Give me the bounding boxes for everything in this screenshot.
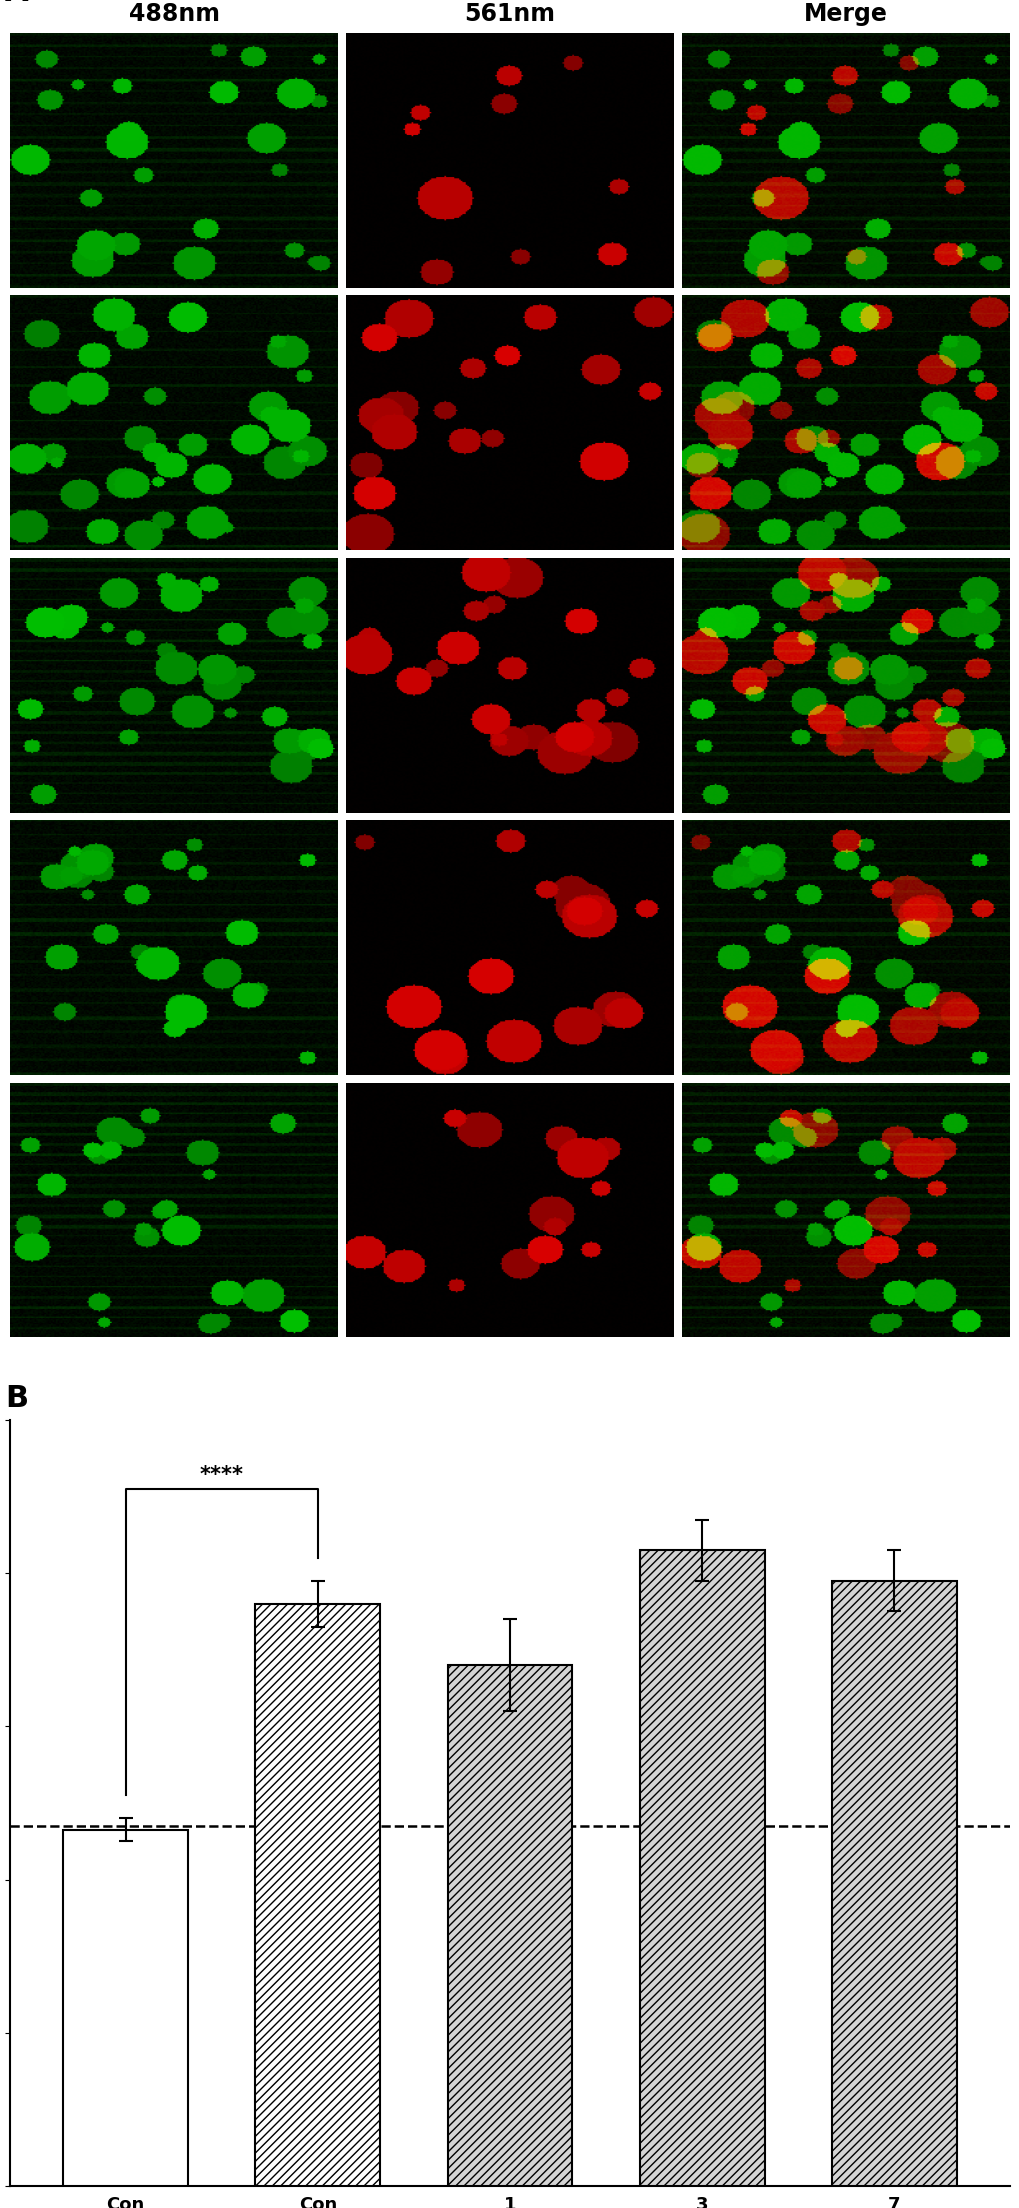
Text: 488nm: 488nm (128, 2, 219, 26)
Bar (832, 1581, 956, 2186)
Text: B: B (5, 1384, 29, 1413)
Bar (255, 1603, 380, 2186)
Bar (63, 1830, 187, 2186)
Text: A: A (5, 0, 29, 7)
Text: ****: **** (200, 1466, 244, 1486)
Bar (639, 1550, 764, 2186)
Bar (447, 1665, 572, 2186)
Text: 561nm: 561nm (464, 2, 555, 26)
Text: Merge: Merge (803, 2, 887, 26)
